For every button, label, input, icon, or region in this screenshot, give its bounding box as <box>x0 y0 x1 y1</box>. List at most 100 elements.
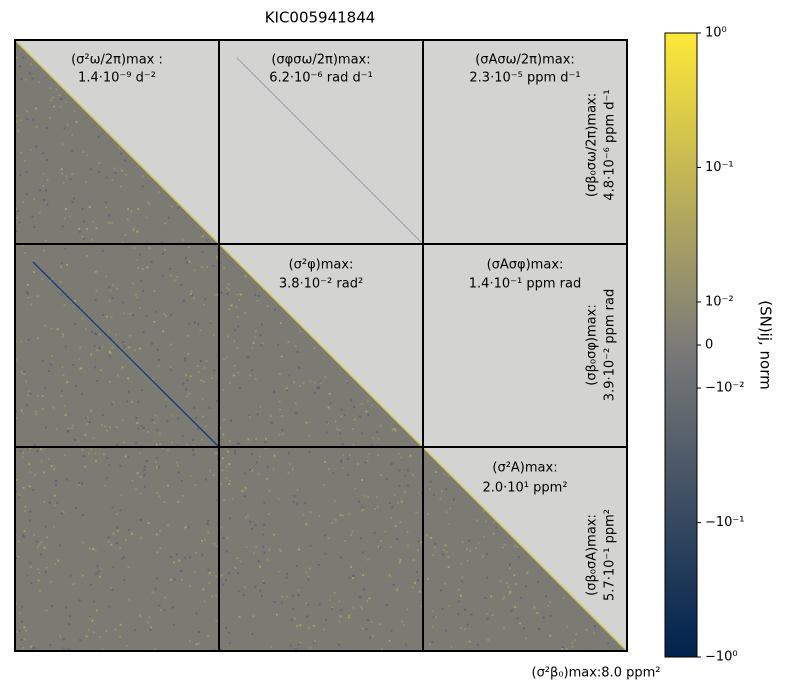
noise-pixel <box>342 454 345 457</box>
noise-pixel <box>55 483 58 486</box>
noise-pixel <box>40 553 43 556</box>
noise-pixel <box>228 382 231 385</box>
noise-pixel <box>320 381 323 384</box>
noise-pixel <box>183 357 186 360</box>
noise-pixel <box>238 299 241 302</box>
noise-pixel <box>341 443 344 446</box>
noise-pixel <box>189 475 192 478</box>
noise-pixel <box>350 533 353 536</box>
noise-pixel <box>125 644 128 647</box>
noise-pixel <box>61 366 64 369</box>
noise-pixel <box>256 413 259 416</box>
noise-pixel <box>62 374 65 377</box>
noise-pixel <box>15 114 18 117</box>
noise-pixel <box>223 418 226 421</box>
noise-pixel <box>17 556 20 559</box>
noise-pixel <box>446 556 449 559</box>
noise-pixel <box>238 387 241 390</box>
noise-pixel <box>35 107 38 110</box>
noise-pixel <box>228 463 231 466</box>
noise-pixel <box>450 645 453 648</box>
noise-pixel <box>385 477 388 480</box>
noise-pixel <box>425 534 428 537</box>
noise-pixel <box>27 292 30 295</box>
noise-pixel <box>261 342 264 345</box>
noise-pixel <box>114 172 117 175</box>
noise-pixel <box>309 510 312 513</box>
noise-pixel <box>99 369 102 372</box>
noise-pixel <box>351 530 354 533</box>
noise-pixel <box>22 201 25 204</box>
noise-pixel <box>262 545 265 548</box>
noise-pixel <box>440 489 443 492</box>
noise-pixel <box>42 172 45 175</box>
noise-pixel <box>201 397 204 400</box>
noise-pixel <box>111 506 114 509</box>
noise-pixel <box>227 283 230 286</box>
noise-pixel <box>33 444 36 447</box>
noise-pixel <box>98 171 101 174</box>
noise-pixel <box>526 572 529 575</box>
noise-pixel <box>61 389 64 392</box>
noise-pixel <box>484 597 487 600</box>
noise-pixel <box>361 508 364 511</box>
noise-pixel <box>22 536 25 539</box>
noise-pixel <box>348 454 351 457</box>
noise-pixel <box>366 459 369 462</box>
noise-pixel <box>347 473 350 476</box>
noise-pixel <box>188 584 191 587</box>
noise-pixel <box>92 437 95 440</box>
noise-pixel <box>186 379 189 382</box>
noise-pixel <box>31 215 34 218</box>
noise-pixel <box>46 179 49 182</box>
noise-pixel <box>42 185 45 188</box>
noise-pixel <box>115 513 118 516</box>
noise-pixel <box>68 215 71 218</box>
noise-pixel <box>30 645 33 648</box>
noise-pixel <box>607 642 610 645</box>
noise-pixel <box>34 474 37 477</box>
noise-pixel <box>485 612 488 615</box>
noise-pixel <box>352 574 355 577</box>
noise-pixel <box>260 323 263 326</box>
noise-pixel <box>164 222 167 225</box>
noise-pixel <box>394 493 397 496</box>
noise-pixel <box>207 531 210 534</box>
noise-pixel <box>20 638 23 641</box>
noise-pixel <box>49 644 52 647</box>
noise-pixel <box>549 634 552 637</box>
noise-pixel <box>428 643 431 646</box>
noise-pixel <box>120 494 123 497</box>
noise-pixel <box>486 553 489 556</box>
noise-pixel <box>83 237 86 240</box>
noise-pixel <box>16 630 19 633</box>
noise-pixel <box>192 453 195 456</box>
noise-pixel <box>247 356 250 359</box>
noise-pixel <box>131 479 134 482</box>
noise-pixel <box>48 116 51 119</box>
noise-pixel <box>309 379 312 382</box>
noise-pixel <box>164 314 167 317</box>
noise-pixel <box>27 394 30 397</box>
noise-pixel <box>444 629 447 632</box>
noise-pixel <box>163 609 166 612</box>
noise-pixel <box>173 578 176 581</box>
noise-pixel <box>156 492 159 495</box>
noise-pixel <box>196 365 199 368</box>
noise-pixel <box>282 432 285 435</box>
noise-pixel <box>29 72 32 75</box>
noise-pixel <box>317 386 320 389</box>
noise-pixel <box>108 355 111 358</box>
noise-pixel <box>58 94 61 97</box>
noise-pixel <box>445 511 448 514</box>
noise-pixel <box>73 582 76 585</box>
noise-pixel <box>216 293 219 296</box>
noise-pixel <box>124 173 127 176</box>
noise-pixel <box>370 443 373 446</box>
noise-pixel <box>324 375 327 378</box>
noise-pixel <box>193 321 196 324</box>
noise-pixel <box>198 642 201 645</box>
noise-pixel <box>233 364 236 367</box>
noise-pixel <box>53 494 56 497</box>
noise-pixel <box>324 552 327 555</box>
